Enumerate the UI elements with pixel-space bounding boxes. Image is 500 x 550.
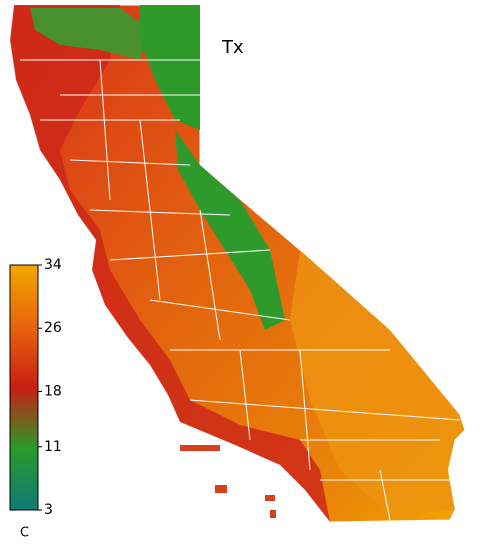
colorbar-tick-label: 3 xyxy=(44,502,53,518)
colorbar-tick-label: 26 xyxy=(44,320,62,336)
colorbar-tick-label: 34 xyxy=(44,257,62,273)
colorbar: 34 26 18 11 3 xyxy=(9,257,62,518)
colorbar-fill xyxy=(9,264,39,511)
map-title: Tx xyxy=(221,37,244,58)
colorbar-tick-label: 18 xyxy=(44,383,62,399)
county-borders xyxy=(20,59,461,521)
colorbar-unit: C xyxy=(20,526,29,541)
channel-islands xyxy=(180,445,276,518)
modoc-plateau xyxy=(140,5,200,130)
northern-mountains xyxy=(30,8,150,60)
coast-red xyxy=(10,5,330,522)
colorbar-tick-label: 11 xyxy=(44,439,62,455)
desert xyxy=(290,250,460,515)
sierra-nevada xyxy=(175,130,285,330)
california-map xyxy=(9,4,466,523)
